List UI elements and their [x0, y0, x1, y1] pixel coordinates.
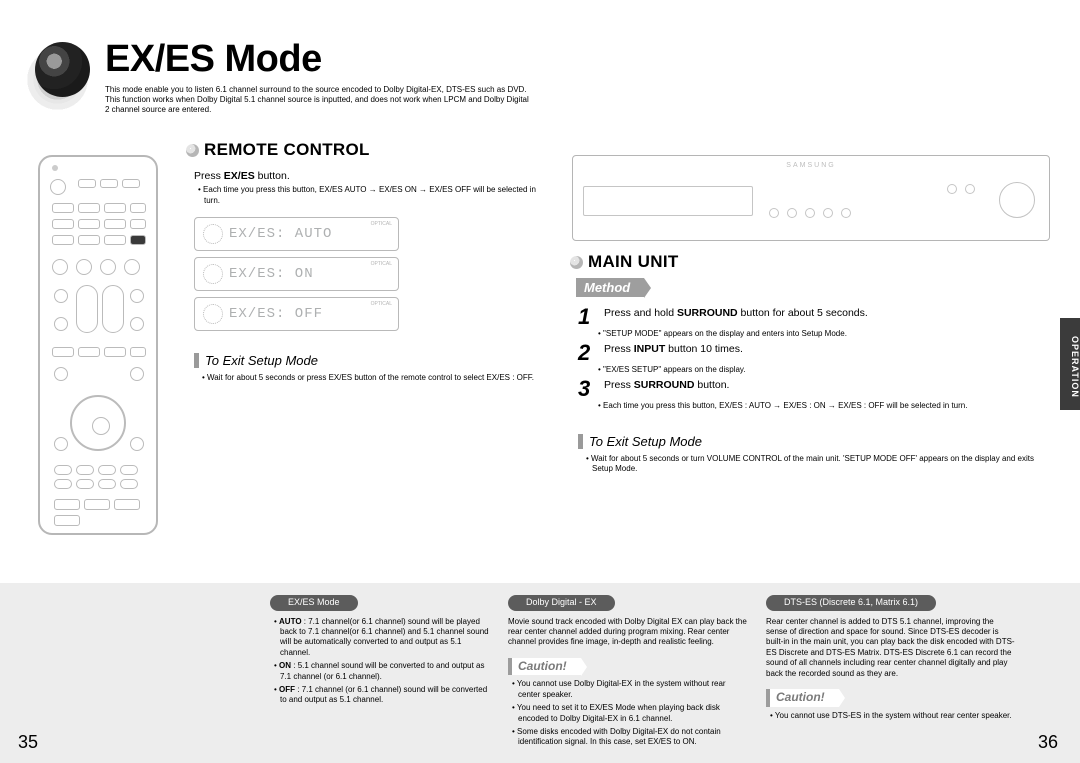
col-exes: EX/ES Mode AUTO : 7.1 channel(or 6.1 cha… [270, 595, 490, 751]
lcd-text: EX/ES: ON [229, 266, 314, 282]
lcd-row: EX/ES: OFF OPTICAL [194, 297, 399, 331]
lcd-icon [203, 264, 223, 284]
step-3: 3 Press SURROUND button. [578, 379, 1040, 399]
main-heading-text: MAIN UNIT [588, 252, 679, 271]
lcd-tag: OPTICAL [371, 221, 392, 227]
col-intro: Rear center channel is added to DTS 5.1 … [766, 617, 1016, 679]
operation-tab: OPERATION [1060, 318, 1080, 410]
step-1: 1 Press and hold SURROUND button for abo… [578, 307, 1040, 327]
item: AUTO : 7.1 channel(or 6.1 channel) sound… [280, 617, 490, 659]
lcd-stack: EX/ES: AUTO OPTICAL EX/ES: ON OPTICAL EX… [194, 217, 399, 331]
exit-text-left: Wait for about 5 seconds or press EX/ES … [208, 373, 536, 384]
step-num: 1 [578, 307, 598, 327]
lcd-icon [203, 304, 223, 324]
exit-text-right: Wait for about 5 seconds or turn VOLUME … [592, 454, 1040, 476]
caution-label: Caution! [766, 689, 839, 707]
page-num-right: 36 [1038, 732, 1058, 753]
step-sub: "EX/ES SETUP" appears on the display. [604, 365, 1040, 375]
step-text: Press and hold SURROUND button for about… [604, 307, 1040, 327]
remote-control-section: REMOTE CONTROL Press EX/ES button. Each … [186, 140, 536, 383]
lcd-icon [203, 224, 223, 244]
lcd-tag: OPTICAL [371, 261, 392, 267]
pill-dts: DTS-ES (Discrete 6.1, Matrix 6.1) [766, 595, 936, 611]
remote-heading: REMOTE CONTROL [186, 140, 536, 160]
lcd-text: EX/ES: AUTO [229, 226, 332, 242]
item: ON : 5.1 channel sound will be converted… [280, 661, 490, 682]
item: You need to set it to EX/ES Mode when pl… [518, 703, 748, 724]
step-num: 3 [578, 379, 598, 399]
col-intro: Movie sound track encoded with Dolby Dig… [508, 617, 748, 648]
item: You cannot use DTS-ES in the system with… [776, 711, 1016, 721]
speaker-core [35, 42, 90, 97]
step-text: Press SURROUND button. [604, 379, 1040, 399]
step-num: 2 [578, 343, 598, 363]
lcd-row: EX/ES: AUTO OPTICAL [194, 217, 399, 251]
page-num-left: 35 [18, 732, 38, 753]
exit-heading-right: To Exit Setup Mode [578, 434, 1040, 449]
press-sub: Each time you press this button, EX/ES A… [204, 185, 536, 207]
item: Some disks encoded with Dolby Digital-EX… [518, 727, 748, 748]
remote-heading-text: REMOTE CONTROL [204, 140, 370, 159]
device-brand: SAMSUNG [786, 162, 835, 169]
lcd-text: EX/ES: OFF [229, 306, 323, 322]
pill-dolby: Dolby Digital - EX [508, 595, 615, 611]
pill-exes: EX/ES Mode [270, 595, 358, 611]
page-title: EX/ES Mode [105, 38, 322, 81]
col-dts: DTS-ES (Discrete 6.1, Matrix 6.1) Rear c… [766, 595, 1016, 751]
lcd-tag: OPTICAL [371, 301, 392, 307]
volume-knob [999, 182, 1035, 218]
step-sub: Each time you press this button, EX/ES :… [604, 401, 1040, 411]
device-illustration: SAMSUNG [572, 155, 1050, 241]
item: You cannot use Dolby Digital-EX in the s… [518, 679, 748, 700]
step-2: 2 Press INPUT button 10 times. [578, 343, 1040, 363]
bullet-icon [570, 256, 583, 269]
step-text: Press INPUT button 10 times. [604, 343, 1040, 363]
main-heading: MAIN UNIT [570, 252, 1040, 272]
method-label: Method [576, 278, 644, 297]
exit-heading-left: To Exit Setup Mode [194, 353, 536, 368]
caution-label: Caution! [508, 658, 581, 676]
step-sub: "SETUP MODE" appears on the display and … [604, 329, 1040, 339]
intro-text: This mode enable you to listen 6.1 chann… [105, 85, 535, 115]
lcd-row: EX/ES: ON OPTICAL [194, 257, 399, 291]
item: OFF : 7.1 channel (or 6.1 channel) sound… [280, 685, 490, 706]
remote-illustration [38, 155, 158, 535]
col-dolby: Dolby Digital - EX Movie sound track enc… [508, 595, 748, 751]
device-display [583, 186, 753, 216]
main-unit-section: MAIN UNIT Method 1 Press and hold SURROU… [570, 252, 1040, 475]
manual-spread: EX/ES Mode This mode enable you to liste… [0, 0, 1080, 763]
bottom-band: EX/ES Mode AUTO : 7.1 channel(or 6.1 cha… [0, 583, 1080, 763]
bullet-icon [186, 144, 199, 157]
press-line: Press EX/ES button. [194, 170, 536, 182]
